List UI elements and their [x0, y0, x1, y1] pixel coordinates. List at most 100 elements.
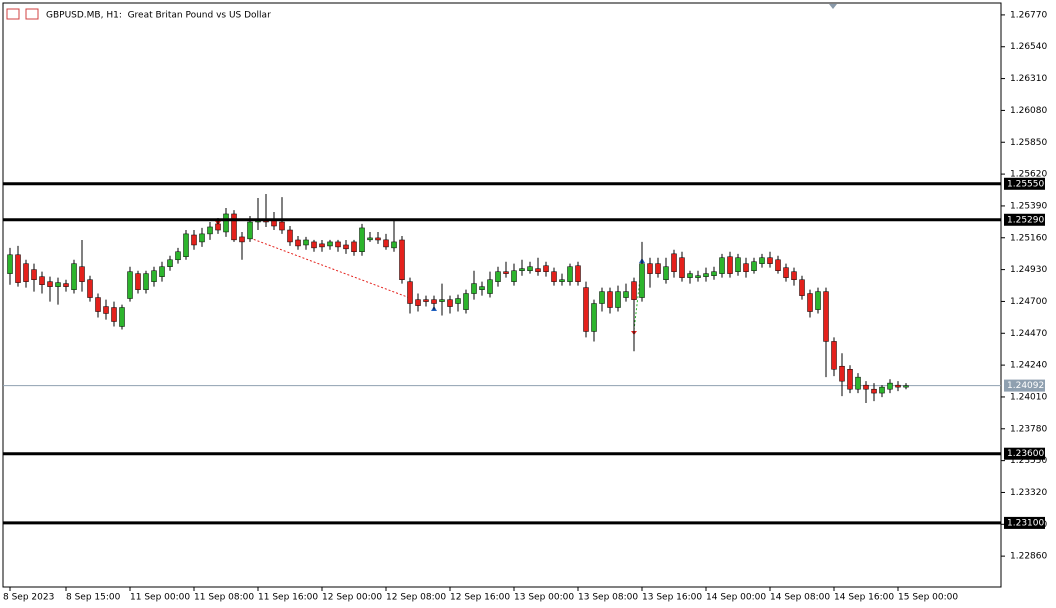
candle-body — [727, 256, 733, 274]
candle-body — [175, 251, 181, 261]
y-tick-label: 1.24700 — [1010, 297, 1047, 307]
candle-body — [703, 273, 709, 277]
candle-body — [783, 267, 789, 278]
candle-body — [391, 241, 397, 249]
candle-body — [215, 223, 221, 231]
x-tick-label: 11 Sep 16:00 — [258, 593, 318, 603]
candle-body — [743, 263, 749, 272]
y-tick-label: 1.26080 — [1010, 106, 1047, 116]
y-tick-label: 1.25160 — [1010, 233, 1047, 243]
candle-body — [479, 286, 485, 290]
chart-title: GBPUSD.MB, H1: Great Britan Pound vs US … — [46, 11, 271, 21]
candle-body — [527, 266, 533, 271]
x-tick-label: 13 Sep 08:00 — [578, 593, 638, 603]
candle-body — [335, 241, 341, 248]
y-tick-label: 1.25850 — [1010, 138, 1047, 148]
y-tick-label: 1.22860 — [1010, 552, 1047, 562]
candle-body — [823, 291, 829, 342]
candle-body — [679, 257, 685, 278]
y-tick-label: 1.26310 — [1010, 74, 1047, 84]
candle-body — [839, 365, 845, 382]
icon — [25, 8, 39, 20]
candle-body — [559, 279, 565, 282]
candle-body — [295, 239, 301, 247]
candle-body — [671, 253, 677, 272]
candle-body — [103, 306, 109, 314]
symbol-icons — [6, 8, 39, 20]
candle-body — [807, 293, 813, 312]
candle-body — [487, 279, 493, 294]
candle-body — [95, 297, 101, 312]
x-tick-label: 8 Sep 15:00 — [66, 593, 121, 603]
candle-body — [815, 291, 821, 310]
candle-body — [863, 384, 869, 390]
y-tick-label: 1.26770 — [1010, 10, 1047, 20]
x-tick-label: 11 Sep 00:00 — [130, 593, 190, 603]
candle-body — [135, 273, 141, 290]
candle-body — [23, 263, 29, 282]
candle-body — [831, 341, 837, 370]
x-tick-label: 12 Sep 08:00 — [386, 593, 446, 603]
plot-frame — [2, 2, 1002, 588]
candle-body — [327, 241, 333, 247]
candle-body — [647, 263, 653, 274]
candle-body — [871, 388, 877, 394]
candle-body — [799, 279, 805, 296]
level-label-box — [1004, 177, 1045, 190]
candle-body — [71, 263, 77, 290]
candle-body — [55, 282, 61, 287]
candle-body — [439, 299, 445, 302]
candle-body — [463, 293, 469, 310]
candle-body — [119, 307, 125, 327]
candle-body — [279, 221, 285, 231]
candle-body — [615, 291, 621, 308]
candle-body — [447, 299, 453, 307]
y-tick-label: 1.24010 — [1010, 392, 1047, 402]
candle-body — [127, 271, 133, 299]
candle-body — [511, 270, 517, 282]
x-tick-label: 15 Sep 00:00 — [898, 593, 958, 603]
candle-body — [367, 237, 373, 241]
candle-body — [471, 283, 477, 294]
candle-body — [287, 229, 293, 243]
x-tick-label: 14 Sep 00:00 — [706, 593, 766, 603]
x-tick-label: 8 Sep 2023 — [3, 593, 54, 603]
candle-body — [239, 236, 245, 243]
shift-marker — [829, 4, 837, 9]
candle-body — [895, 384, 901, 388]
candle-body — [167, 259, 173, 267]
last-price-label: 1.24092 — [1007, 381, 1044, 391]
candle-body — [751, 261, 757, 271]
candle-body — [455, 298, 461, 304]
level-label: 1.25290 — [1007, 215, 1044, 225]
candle-body — [39, 276, 45, 285]
candle-body — [735, 257, 741, 272]
candle-body — [351, 241, 357, 252]
level-label: 1.23600 — [1007, 449, 1044, 459]
candle-body — [711, 271, 717, 276]
candle-body — [759, 257, 765, 264]
candle-body — [159, 266, 165, 277]
x-tick-label: 13 Sep 16:00 — [642, 593, 702, 603]
candle-body — [631, 281, 637, 300]
candle-body — [855, 376, 861, 390]
level-label-box — [1004, 213, 1045, 226]
y-tick-label: 1.25620 — [1010, 170, 1047, 180]
candle-body — [247, 221, 253, 240]
x-tick-label: 12 Sep 16:00 — [450, 593, 510, 603]
candle-body — [519, 268, 525, 271]
icon — [6, 8, 20, 20]
candle-body — [719, 257, 725, 274]
level-label-box — [1004, 516, 1045, 529]
candle-body — [903, 385, 909, 388]
candle-body — [359, 227, 365, 252]
candle-body — [423, 299, 429, 302]
candle-body — [575, 265, 581, 282]
x-tick-label: 11 Sep 08:00 — [194, 593, 254, 603]
candle-body — [191, 234, 197, 246]
candle-body — [231, 213, 237, 241]
candle-body — [847, 369, 853, 390]
candle-body — [183, 233, 189, 257]
x-tick-label: 14 Sep 08:00 — [770, 593, 830, 603]
candle-body — [599, 291, 605, 304]
